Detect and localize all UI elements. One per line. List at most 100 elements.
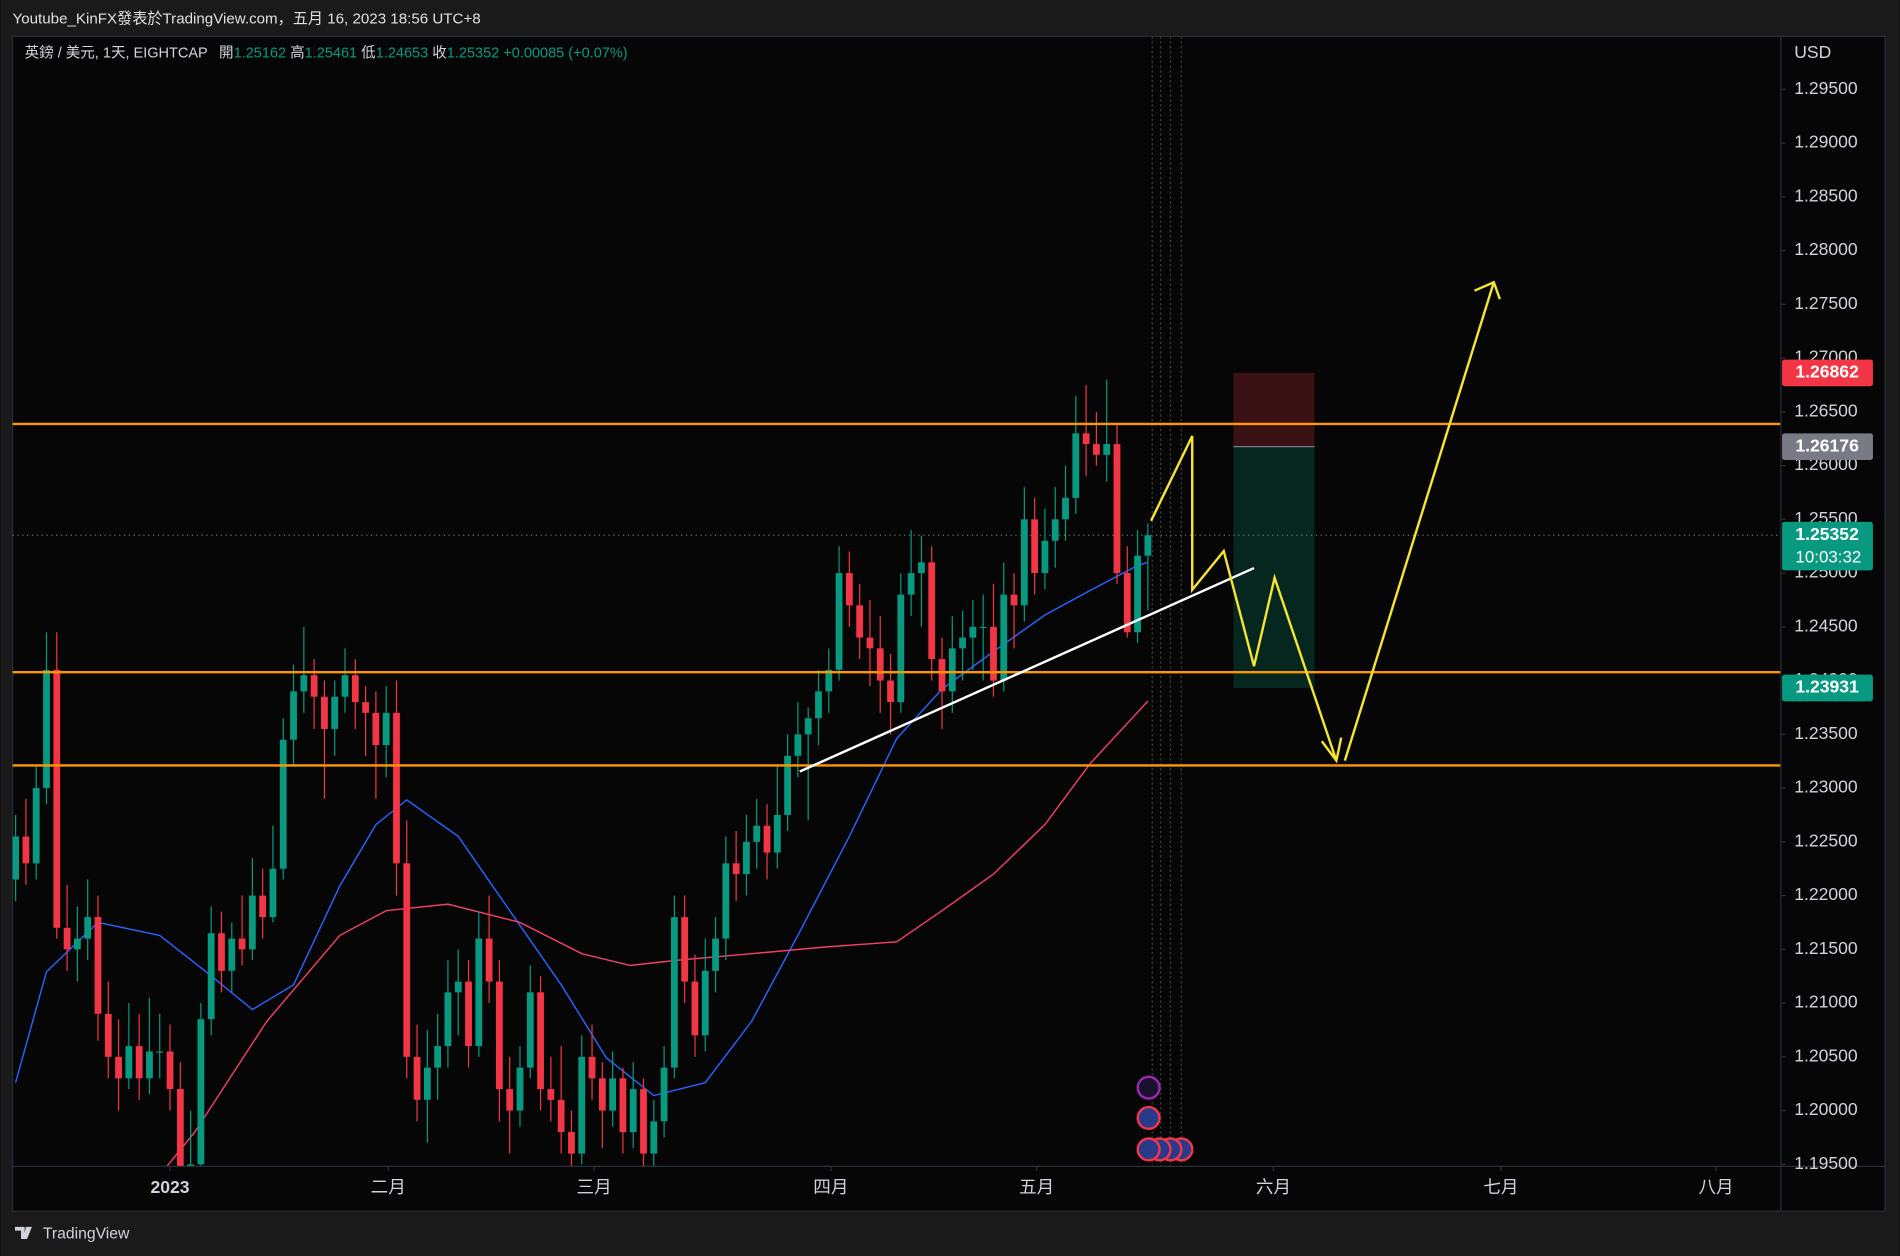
candle-body (598, 1078, 606, 1111)
price-badge (1782, 674, 1873, 702)
candle-body (547, 1089, 555, 1100)
y-tick-label: 1.22000 (1794, 884, 1858, 904)
candle-body (887, 680, 894, 703)
candle-body (959, 637, 966, 649)
y-tick-label: 1.29000 (1794, 132, 1858, 152)
candle-body (166, 1051, 174, 1090)
candle-body (125, 1046, 133, 1079)
candle-body (732, 863, 740, 875)
candle-body (1134, 555, 1141, 633)
candle-body (516, 1067, 524, 1111)
candle-body (681, 917, 689, 982)
candle-body (382, 712, 390, 746)
ohlc-value: 1.25352 (447, 45, 499, 61)
candle-body (640, 1089, 647, 1154)
candle-body (918, 562, 925, 574)
candle-body (1103, 444, 1111, 455)
candle-body (753, 825, 761, 842)
candle-body (465, 981, 472, 1047)
candle-body (1041, 540, 1049, 574)
x-tick-label: 三月 (577, 1177, 612, 1197)
candle-body (84, 917, 92, 939)
candle-body (743, 841, 750, 875)
candle-body (928, 562, 936, 660)
candle-body (228, 938, 236, 971)
candle-body (691, 981, 699, 1036)
candle-body (979, 626, 987, 629)
countdown-label: 10:03:32 (1795, 548, 1861, 567)
candle-body (897, 594, 905, 703)
candle-body (1072, 433, 1080, 498)
ohlc-label: 收 (432, 44, 447, 61)
candle-body (938, 659, 946, 692)
candle-body (53, 669, 61, 928)
candle-body (413, 1056, 421, 1100)
candle-body (146, 1051, 153, 1079)
candle-body (990, 626, 997, 681)
candle-body (403, 863, 411, 1057)
y-tick-label: 1.20000 (1794, 1099, 1858, 1119)
header-text: Youtube_KinFX發表於TradingView.com，五月 16, 2… (13, 10, 481, 27)
candle-body (722, 863, 730, 939)
candle-body (712, 938, 719, 971)
price-badge (1782, 359, 1873, 387)
candle-body (506, 1089, 514, 1111)
candle-body (866, 637, 874, 649)
trend-line (799, 566, 1255, 773)
x-tick-label: 四月 (813, 1177, 848, 1197)
candle-body (845, 573, 853, 606)
projection-path (1343, 281, 1495, 761)
candle-body (104, 1013, 112, 1057)
y-tick-label: 1.29500 (1794, 78, 1858, 98)
y-tick-label: 1.26500 (1794, 400, 1858, 420)
logo-text: TradingView (43, 1225, 130, 1242)
ohlc-label: 高 (290, 44, 305, 61)
candle-body (773, 814, 781, 853)
arrow-head (1473, 280, 1502, 300)
candle-body (1020, 519, 1028, 606)
candle-body (22, 836, 30, 864)
candle-body (310, 675, 318, 697)
candle-body (588, 1056, 596, 1079)
candle-body (341, 675, 349, 697)
moving-average (165, 700, 1149, 1167)
y-tick-label: 1.21500 (1794, 938, 1858, 958)
y-tick-label: 1.22500 (1794, 830, 1858, 850)
candle-body (238, 938, 246, 950)
arrow-head (1320, 737, 1343, 764)
candle-body (290, 691, 297, 740)
candle-body (73, 938, 81, 950)
candle-body (444, 992, 452, 1047)
y-tick-label: 1.24500 (1794, 615, 1858, 635)
candle-body (1010, 594, 1018, 606)
candle-body (279, 739, 287, 869)
candle-body (63, 927, 71, 950)
candle-body (784, 755, 791, 815)
candle-body (578, 1056, 586, 1154)
candle-body (269, 868, 277, 918)
candle-body (351, 675, 359, 703)
candle-body (115, 1056, 122, 1079)
candle-body (362, 702, 369, 713)
x-tick-label: 五月 (1019, 1177, 1054, 1197)
candle-body (94, 917, 102, 1014)
symbol-legend: 英鎊 / 美元, 1天, EIGHTCAP 開1.25162 高1.25461 … (25, 43, 628, 61)
candle-body (804, 718, 812, 735)
session-lines (1151, 36, 1182, 1167)
plot-area (12, 36, 1781, 1167)
candle-body (496, 981, 503, 1090)
y-tick-label: 1.27500 (1794, 293, 1858, 313)
price-badge-label: 1.23931 (1795, 677, 1859, 697)
candle-body (156, 1051, 164, 1053)
candle-body (763, 825, 771, 853)
stop-zone (1233, 372, 1315, 447)
candle-body (907, 573, 915, 595)
candle-body (176, 1089, 184, 1167)
drawings (12, 280, 1781, 773)
x-tick-label: 2023 (151, 1177, 190, 1197)
logo-mark (14, 1226, 32, 1240)
candle-body (701, 970, 709, 1036)
candle-body (1144, 535, 1152, 556)
candle-body (485, 938, 493, 982)
